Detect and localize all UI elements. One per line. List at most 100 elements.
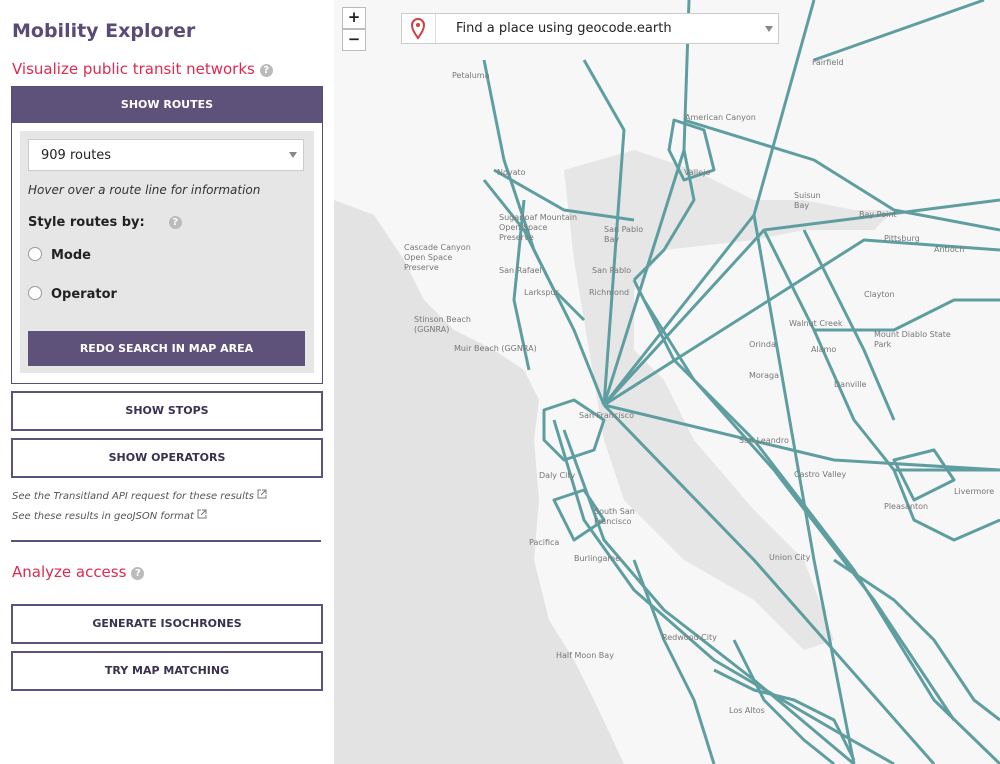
place-label: Alamo xyxy=(811,345,836,354)
place-label: Livermore xyxy=(954,487,994,496)
place-label: Pleasanton xyxy=(884,502,928,511)
label-line: Bay xyxy=(794,201,809,210)
label-line: Redwood City xyxy=(662,633,717,642)
show-stops-button[interactable]: SHOW STOPS xyxy=(11,391,323,431)
place-label: Los Altos xyxy=(729,706,765,715)
pin xyxy=(410,18,426,40)
map-matching-button[interactable]: TRY MAP MATCHING xyxy=(11,651,323,691)
routes-options: 909 routes Hover over a route line for i… xyxy=(20,131,314,373)
select-text: 909 routes xyxy=(41,148,112,163)
place-label: Walnut Creek xyxy=(789,319,843,328)
place-label: San Francisco xyxy=(579,411,634,420)
place-label: San Leandro xyxy=(739,436,789,445)
show-operators-button[interactable]: SHOW OPERATORS xyxy=(11,438,323,478)
place-label: South San Francisco xyxy=(594,507,635,526)
label-line: Los Altos xyxy=(729,706,765,715)
heading-text: Visualize public transit networks xyxy=(12,60,255,78)
zoom-in-button[interactable]: + xyxy=(342,7,366,29)
label-line: Stinson Beach xyxy=(414,315,471,324)
place-label: Castro Valley xyxy=(794,470,846,479)
bay xyxy=(564,150,894,650)
label-line: American Canyon xyxy=(685,113,756,122)
place-label: San Pablo Bay xyxy=(604,225,643,244)
place-label: San Pablo xyxy=(592,266,631,275)
place-label: San Rafael xyxy=(499,266,542,275)
place-label: Vallejo xyxy=(684,168,710,177)
place-label: American Canyon xyxy=(685,113,756,122)
routes-panel: SHOW ROUTES 909 routes Hover over a rout… xyxy=(11,86,323,384)
label-line: Union City xyxy=(769,553,811,562)
label-line: Park xyxy=(874,340,892,349)
app-title: Mobility Explorer xyxy=(12,20,196,42)
label-line: Clayton xyxy=(864,290,895,299)
place-label: Moraga xyxy=(749,371,779,380)
link-text: See the Transitland API request for thes… xyxy=(12,491,255,502)
label-line: Pittsburg xyxy=(884,234,920,243)
radio-option[interactable]: Operator xyxy=(28,286,117,302)
label-line: Antioch xyxy=(934,245,964,254)
label-line: Bay Point xyxy=(859,210,897,219)
place-label: Antioch xyxy=(934,245,964,254)
label-line: Castro Valley xyxy=(794,470,846,479)
redo-search-button[interactable]: REDO SEARCH IN MAP AREA xyxy=(28,331,305,366)
label-line: Suisun xyxy=(794,191,821,200)
caret xyxy=(765,26,773,32)
style-text: Style routes by: xyxy=(28,215,145,230)
pin-icon xyxy=(402,14,436,43)
label-line: San Rafael xyxy=(499,266,542,275)
label-line: Cascade Canyon xyxy=(404,243,471,252)
route-select[interactable]: 909 routes xyxy=(28,139,304,171)
radio-option[interactable]: Mode xyxy=(28,247,91,263)
sidebar: Mobility Explorer Visualize public trans… xyxy=(0,0,334,764)
divider xyxy=(11,540,321,542)
label-line: Pacifica xyxy=(529,538,559,547)
heading-text: Analyze access xyxy=(12,563,127,581)
label-line: Fairfield xyxy=(812,58,844,67)
radio-label: Mode xyxy=(51,248,91,263)
label-line: Mount Diablo State xyxy=(874,330,951,339)
transit-routes xyxy=(482,0,1000,764)
show-routes-button[interactable]: SHOW ROUTES xyxy=(12,87,322,123)
radio-circle xyxy=(28,247,42,261)
map[interactable]: Petaluma American Canyon Fairfield Novato Va… xyxy=(334,0,1000,764)
hint: Hover over a route line for information xyxy=(28,183,261,197)
label-line: Livermore xyxy=(954,487,994,496)
radio-label: Operator xyxy=(51,287,117,302)
label-line: Pleasanton xyxy=(884,502,928,511)
label-line: (GGNRA) xyxy=(414,325,449,334)
isochrones-button[interactable]: GENERATE ISOCHRONES xyxy=(11,604,323,644)
label-line: Muir Beach (GGNRA) xyxy=(454,344,537,353)
radio-circle xyxy=(28,286,42,300)
external-icon xyxy=(197,509,207,519)
label-line: San Pablo xyxy=(592,266,631,275)
place-label: Stinson Beach (GGNRA) xyxy=(414,315,471,334)
label-line: Richmond xyxy=(589,288,629,297)
geojson-link[interactable]: See these results in geoJSON format xyxy=(12,509,207,522)
section-heading: Visualize public transit networks xyxy=(12,60,273,78)
search-placeholder: Find a place using geocode.earth xyxy=(456,21,672,36)
label-line: San Leandro xyxy=(739,436,789,445)
help-icon[interactable] xyxy=(259,64,273,77)
label-line: Preserve xyxy=(404,263,439,272)
zoom-out-button[interactable]: − xyxy=(342,29,366,51)
place-label: Half Moon Bay xyxy=(556,651,614,660)
place-label: Mount Diablo State Park xyxy=(874,330,951,349)
label-line: Novato xyxy=(497,168,526,177)
place-label: Muir Beach (GGNRA) xyxy=(454,344,537,353)
place-label: Novato xyxy=(497,168,526,177)
label-line: Preserve xyxy=(499,233,534,242)
caret xyxy=(289,152,297,158)
place-label: Union City xyxy=(769,553,811,562)
label-line: Alamo xyxy=(811,345,836,354)
place-label: Sugarloaf Mountain Open Space Preserve xyxy=(499,213,577,242)
label-line: Open Space xyxy=(499,223,547,232)
help-icon[interactable] xyxy=(168,216,182,229)
place-label: Redwood City xyxy=(662,633,717,642)
geocoder[interactable]: Find a place using geocode.earth xyxy=(401,13,779,44)
place-label: Clayton xyxy=(864,290,895,299)
label-line: Petaluma xyxy=(452,71,490,80)
external-icon xyxy=(257,489,267,499)
help-icon[interactable] xyxy=(131,567,145,580)
api-link[interactable]: See the Transitland API request for thes… xyxy=(12,489,267,502)
label-line: Danville xyxy=(834,380,867,389)
